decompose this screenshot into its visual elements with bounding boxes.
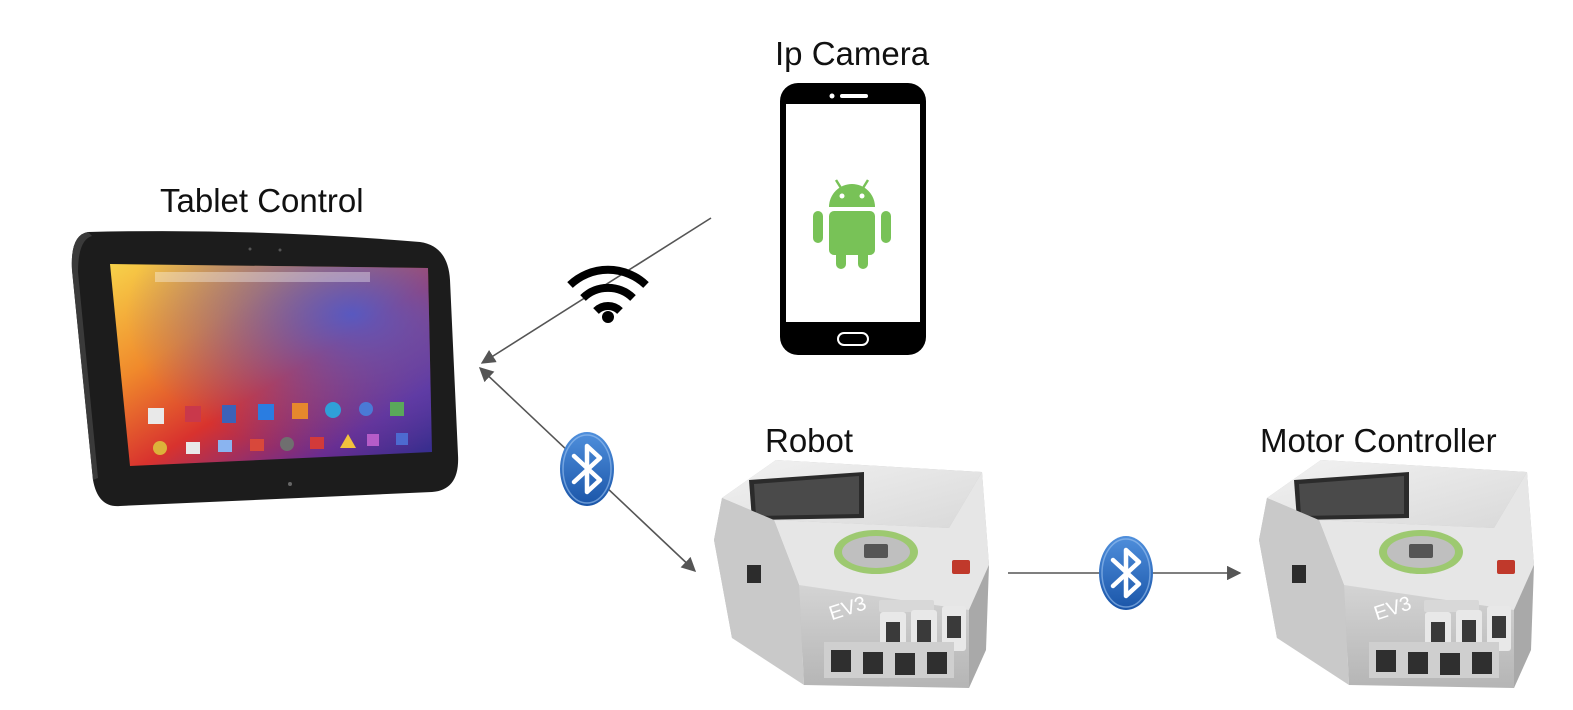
tablet-app-icons	[148, 402, 408, 455]
robot-brick: EV3	[714, 460, 989, 688]
ip-camera-label: Ip Camera	[775, 35, 930, 72]
wifi-icon-dot	[602, 311, 614, 323]
android-icon	[813, 179, 891, 269]
bluetooth-icon-tablet-robot	[560, 432, 614, 506]
wifi-icon	[567, 265, 649, 315]
tablet-device	[71, 231, 459, 507]
bluetooth-icon-robot-motor	[1099, 536, 1153, 610]
phone-device	[780, 83, 926, 355]
tablet-control-label: Tablet Control	[160, 182, 364, 219]
motor-controller-brick: EV3	[1259, 460, 1534, 688]
motor-controller-label: Motor Controller	[1260, 422, 1497, 459]
robot-label: Robot	[765, 422, 854, 459]
